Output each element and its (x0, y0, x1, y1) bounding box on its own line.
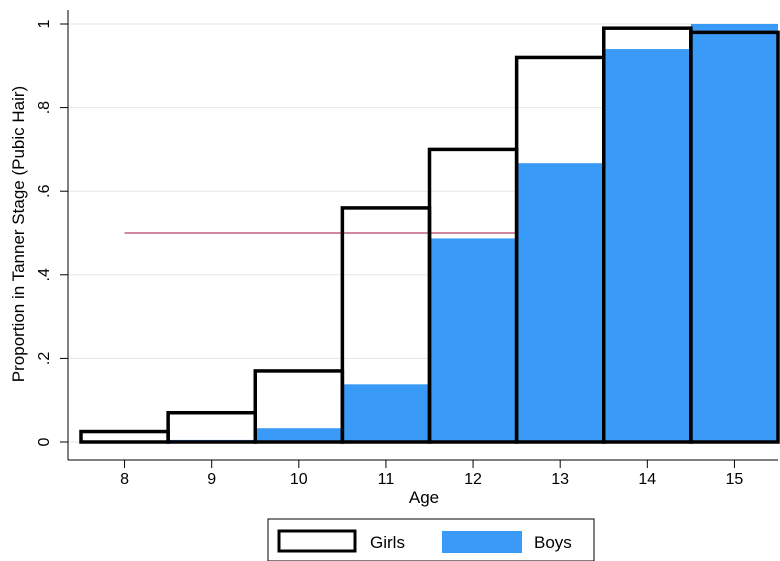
legend-label-boys: Boys (534, 533, 572, 552)
y-tick-label: .2 (36, 352, 53, 365)
y-tick-label: .8 (36, 101, 53, 114)
y-axis-title: Proportion in Tanner Stage (Pubic Hair) (9, 86, 28, 382)
x-tick-label: 8 (120, 471, 129, 488)
x-tick-label: 9 (207, 471, 216, 488)
x-tick-label: 11 (378, 471, 395, 488)
x-axis-title: Age (409, 488, 439, 507)
bar-boys-10 (255, 428, 343, 442)
x-tick-label: 15 (726, 471, 744, 488)
y-ticks: 0 .2 .4 .6 .8 1 (36, 19, 68, 446)
bar-boys-11 (342, 384, 430, 442)
x-tick-label: 12 (464, 471, 482, 488)
bar-girls-8 (79, 429, 170, 444)
bar-girls-9 (166, 410, 257, 444)
bar-boys-13 (516, 163, 604, 442)
bar-boys-14 (603, 49, 691, 442)
bar-boys-12 (429, 238, 517, 442)
axes (67, 10, 778, 461)
boys-bars (168, 24, 778, 442)
x-tick-label: 13 (551, 471, 569, 488)
y-tick-label: .4 (36, 268, 53, 281)
x-tick-label: 10 (290, 471, 308, 488)
legend-swatch-girls (277, 529, 357, 553)
girls-bars (79, 26, 780, 444)
y-tick-label: .6 (36, 184, 53, 197)
legend-label-girls: Girls (370, 533, 405, 552)
y-tick-label: 1 (36, 19, 53, 28)
bar-boys-15 (690, 24, 778, 442)
x-ticks: 8 9 10 11 12 13 14 15 (120, 460, 743, 488)
y-tick-label: 0 (36, 437, 53, 446)
legend-swatch-boys (442, 531, 522, 553)
x-tick-label: 14 (638, 471, 656, 488)
legend: Girls Boys (267, 518, 595, 561)
bar-girls-15 (689, 30, 780, 444)
